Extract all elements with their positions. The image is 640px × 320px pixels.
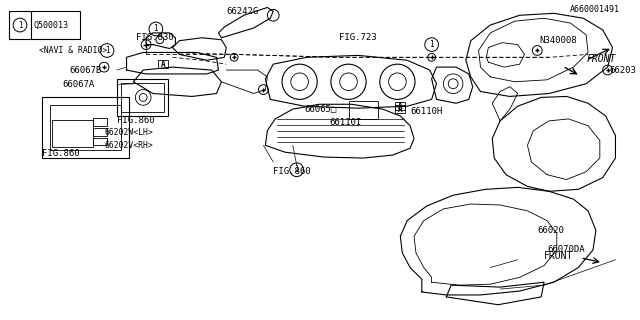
Bar	[121, 83, 164, 112]
Text: A: A	[398, 105, 403, 114]
Bar	[396, 102, 405, 110]
Text: A660001491: A660001491	[570, 5, 620, 14]
Text: FIG.830: FIG.830	[136, 33, 174, 42]
Text: 66203: 66203	[609, 66, 636, 75]
Bar	[158, 60, 168, 68]
Text: <NAVI & RADIO>: <NAVI & RADIO>	[38, 46, 107, 55]
Text: 1: 1	[294, 165, 299, 174]
Bar	[51, 105, 121, 150]
Text: FRONT: FRONT	[544, 251, 573, 261]
Bar	[116, 79, 168, 116]
Text: A: A	[161, 60, 165, 69]
Text: 66020: 66020	[537, 226, 564, 235]
Text: 1: 1	[18, 20, 22, 29]
Text: 66202V<RH>: 66202V<RH>	[104, 141, 153, 150]
Text: FIG.860: FIG.860	[273, 167, 311, 176]
Text: 1: 1	[105, 46, 109, 55]
Bar	[93, 138, 107, 145]
Text: 66202W<LH>: 66202W<LH>	[104, 128, 153, 137]
Text: 66067B: 66067B	[70, 66, 102, 75]
Bar	[349, 101, 378, 119]
Text: A: A	[398, 102, 403, 111]
Bar	[42, 97, 129, 158]
Text: 66070DA: 66070DA	[547, 245, 584, 254]
Text: 1: 1	[154, 24, 158, 34]
Text: N340008: N340008	[539, 36, 577, 45]
Text: 66242G: 66242G	[227, 7, 259, 16]
Text: 66110H: 66110H	[410, 107, 442, 116]
Text: FIG.860: FIG.860	[42, 149, 80, 158]
Text: FRONT: FRONT	[586, 54, 616, 64]
Bar	[9, 12, 79, 39]
Text: 1: 1	[429, 40, 434, 49]
Text: 66110I: 66110I	[329, 118, 361, 127]
Text: Q500013: Q500013	[34, 20, 68, 29]
Text: 66067A: 66067A	[62, 80, 94, 89]
Bar	[52, 120, 93, 147]
Text: 66065□: 66065□	[305, 105, 337, 114]
Bar	[93, 128, 107, 136]
Bar	[396, 105, 405, 113]
Text: FIG.723: FIG.723	[339, 33, 376, 42]
Bar	[93, 118, 107, 126]
Text: FIG.860: FIG.860	[116, 116, 154, 125]
